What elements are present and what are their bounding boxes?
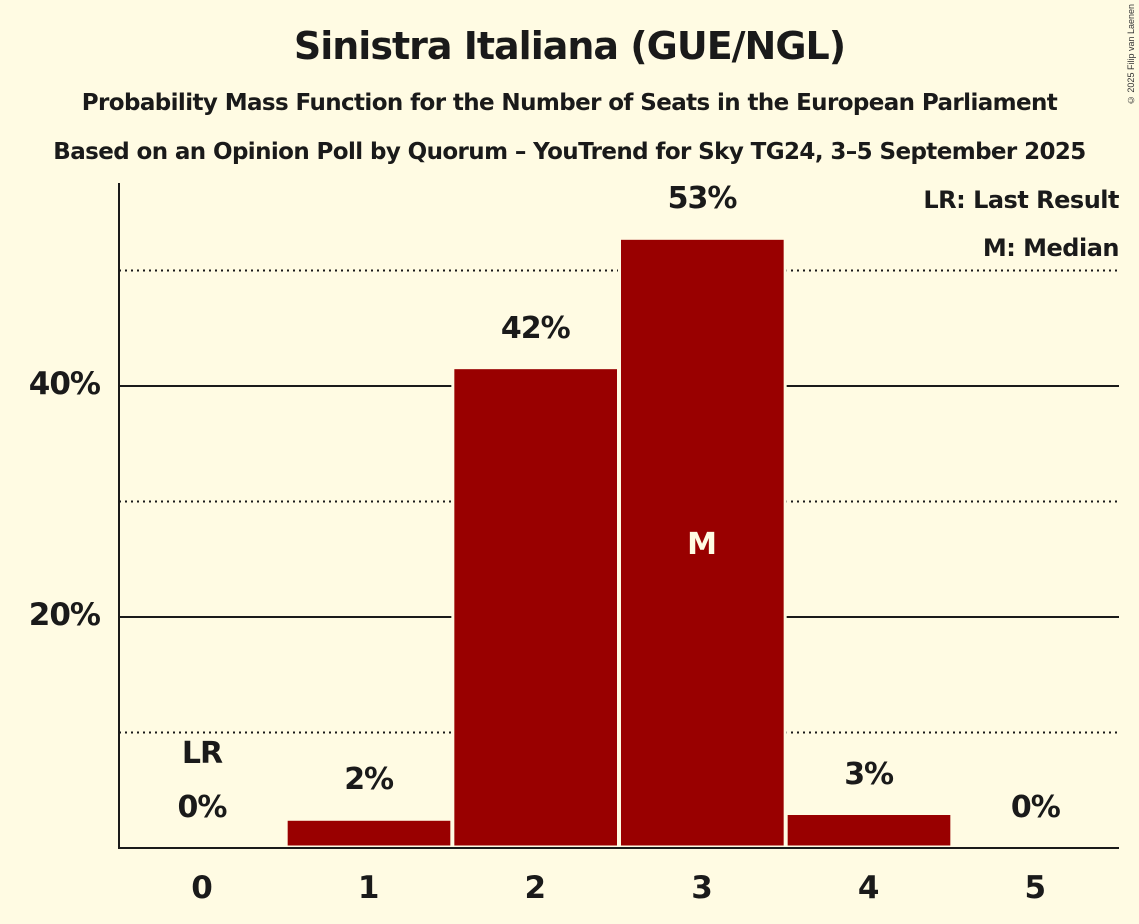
x-tick-label: 5: [1024, 870, 1047, 906]
legend-median: M: Median: [982, 234, 1120, 262]
legend-last-result: LR: Last Result: [923, 186, 1119, 214]
x-tick-label: 3: [691, 870, 713, 906]
chart-subtitle: Probability Mass Function for the Number…: [81, 90, 1058, 116]
bars: [284, 236, 954, 849]
x-tick-label: 1: [357, 870, 380, 906]
y-tick-label: 20%: [28, 597, 101, 633]
bar-value-label: 3%: [844, 756, 894, 792]
bar-1: [284, 817, 454, 849]
bar-value-label: 2%: [344, 762, 394, 798]
y-tick-label: 40%: [28, 366, 101, 402]
x-tick-label: 0: [191, 870, 213, 906]
bar-value-label: 0%: [177, 790, 228, 825]
bar-3: [618, 236, 787, 849]
x-tick-label: 2: [524, 870, 547, 906]
bar-2: [451, 366, 621, 849]
last-result-marker: LR: [181, 736, 223, 771]
chart-title: Sinistra Italiana (GUE/NGL): [293, 24, 846, 68]
bar-value-label: 53%: [667, 181, 738, 217]
median-marker: M: [687, 527, 717, 562]
bar-value-label: 0%: [1010, 790, 1061, 825]
bar-value-label: 42%: [500, 310, 571, 346]
x-tick-label: 4: [857, 870, 880, 906]
bar-4: [784, 812, 954, 849]
chart-source: Based on an Opinion Poll by Quorum – You…: [53, 139, 1086, 165]
